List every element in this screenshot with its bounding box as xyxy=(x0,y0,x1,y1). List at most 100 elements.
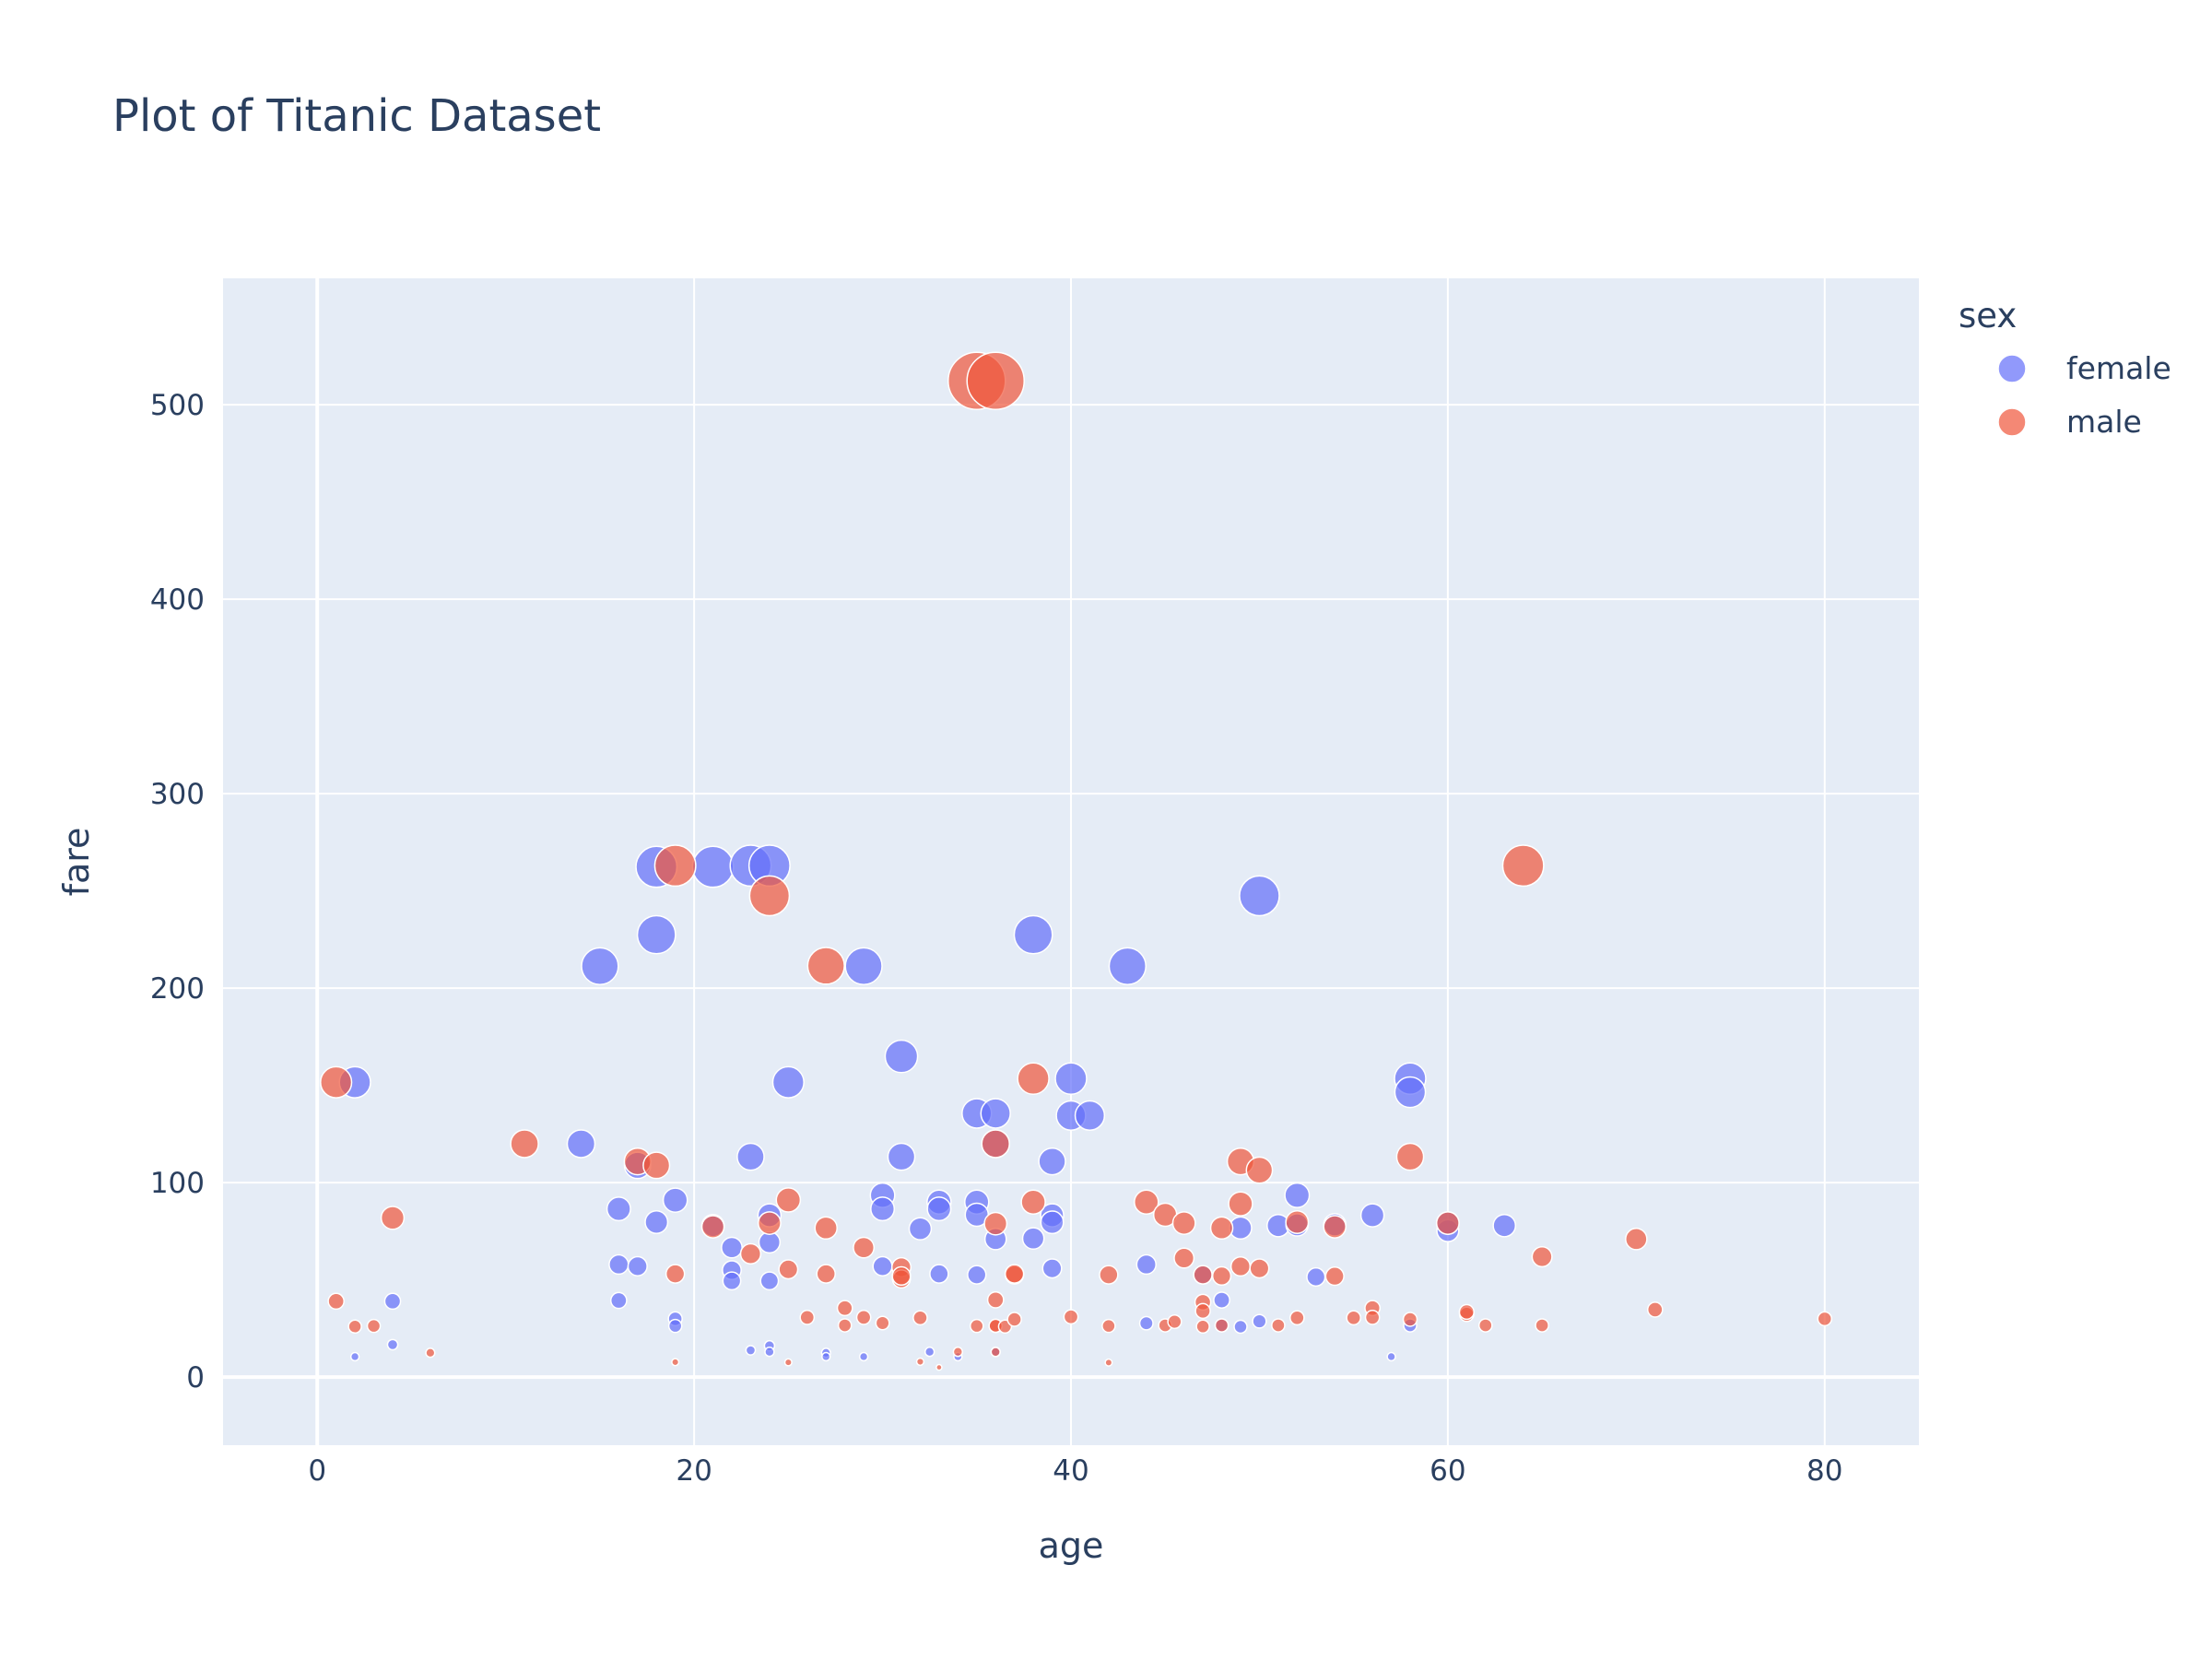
data-point-male xyxy=(1193,1265,1213,1285)
data-point-male xyxy=(952,1347,964,1358)
data-point-male xyxy=(1173,1247,1195,1269)
data-point-female xyxy=(1041,1258,1063,1279)
data-point-female xyxy=(722,1271,742,1291)
data-point-male xyxy=(1364,1310,1381,1325)
data-point-female xyxy=(1135,1253,1157,1276)
data-point-female xyxy=(870,1196,896,1222)
data-point-female xyxy=(1239,875,1280,917)
data-point-female xyxy=(908,1217,933,1241)
data-point-male xyxy=(642,1151,671,1180)
data-point-male xyxy=(1323,1215,1347,1239)
data-point-male xyxy=(1817,1311,1833,1327)
data-point-female xyxy=(662,1187,688,1213)
y-tick-label: 100 xyxy=(150,1167,205,1200)
data-point-male xyxy=(1134,1189,1159,1215)
data-point-male xyxy=(510,1129,539,1159)
data-point-male xyxy=(1402,1312,1418,1327)
data-point-male xyxy=(1625,1228,1648,1251)
data-point-female xyxy=(1138,1315,1154,1331)
data-point-male xyxy=(983,1211,1008,1236)
data-point-male xyxy=(1020,1189,1046,1215)
data-point-female xyxy=(926,1196,952,1222)
data-point-male xyxy=(1101,1318,1116,1334)
legend-title: sex xyxy=(1959,296,2017,335)
data-point-male xyxy=(875,1315,890,1331)
data-point-male xyxy=(1395,1142,1425,1171)
legend-item-female[interactable]: female xyxy=(1997,350,2171,386)
data-point-male xyxy=(1004,1264,1025,1284)
legend-item-male[interactable]: male xyxy=(1997,404,2142,440)
data-point-female xyxy=(1040,1210,1065,1235)
data-point-female xyxy=(771,1065,805,1099)
data-point-female xyxy=(1213,1291,1230,1309)
data-point-male xyxy=(1249,1258,1270,1279)
data-point-male xyxy=(1099,1265,1119,1285)
data-point-female xyxy=(691,845,735,888)
data-point-male xyxy=(1477,1318,1493,1333)
data-point-male xyxy=(778,1259,799,1280)
data-point-male xyxy=(665,1264,686,1284)
data-point-female xyxy=(924,1347,935,1358)
data-point-male xyxy=(1285,1210,1310,1234)
data-point-male xyxy=(1171,1211,1196,1235)
data-point-male xyxy=(1104,1358,1113,1367)
data-point-female xyxy=(967,1265,987,1285)
data-point-male xyxy=(1228,1191,1253,1217)
data-point-female xyxy=(887,1142,916,1171)
data-point-male xyxy=(1324,1266,1345,1287)
data-point-male xyxy=(1435,1211,1460,1235)
x-tick-label: 80 xyxy=(1806,1454,1842,1488)
data-point-female xyxy=(566,1129,596,1159)
data-point-male xyxy=(837,1318,853,1333)
data-point-female xyxy=(844,947,883,985)
data-point-male xyxy=(425,1347,436,1359)
x-tick-label: 60 xyxy=(1430,1454,1465,1488)
y-tick-label: 500 xyxy=(150,389,205,422)
data-point-female xyxy=(636,914,677,955)
data-point-male xyxy=(1209,1216,1234,1241)
data-point-male xyxy=(891,1265,912,1287)
data-point-male xyxy=(1063,1309,1079,1325)
data-point-male xyxy=(1195,1319,1210,1335)
data-point-female xyxy=(644,1210,669,1234)
y-tick-label: 0 xyxy=(186,1361,205,1394)
data-point-female xyxy=(745,1345,757,1356)
data-point-female xyxy=(609,1291,628,1310)
data-point-female xyxy=(1038,1147,1066,1176)
data-point-female xyxy=(1021,1227,1045,1251)
data-point-female xyxy=(1306,1266,1326,1288)
data-point-female xyxy=(884,1039,919,1074)
data-point-female xyxy=(1252,1313,1267,1329)
data-point-male xyxy=(966,351,1025,410)
data-point-female xyxy=(1284,1182,1311,1208)
data-point-male xyxy=(1194,1302,1211,1320)
x-axis-title: age xyxy=(1039,1525,1104,1566)
data-point-female xyxy=(1054,1062,1088,1095)
data-point-female xyxy=(980,1098,1011,1129)
data-point-female xyxy=(349,1351,360,1362)
data-point-female xyxy=(581,947,619,985)
legend[interactable]: sex female male xyxy=(1959,296,2171,440)
data-point-male xyxy=(799,1310,816,1325)
data-point-female xyxy=(386,1338,399,1351)
data-point-female xyxy=(821,1351,831,1362)
data-point-male xyxy=(1289,1310,1305,1326)
data-point-female xyxy=(608,1253,629,1276)
data-point-male xyxy=(814,1216,838,1241)
data-points xyxy=(320,351,1833,1371)
data-point-female xyxy=(1359,1203,1385,1228)
data-point-male xyxy=(1531,1246,1553,1268)
data-point-female xyxy=(606,1196,631,1222)
data-point-male xyxy=(748,875,791,917)
data-point-male xyxy=(1017,1062,1050,1095)
data-point-female xyxy=(1492,1213,1517,1238)
data-point-male xyxy=(671,1358,680,1367)
data-point-male xyxy=(320,1065,353,1099)
data-point-female xyxy=(721,1236,743,1259)
y-axis-title: fare xyxy=(56,828,97,897)
tick-labels: 0 20 40 60 80 0 100 200 300 400 500 xyxy=(150,389,1843,1488)
data-point-female xyxy=(627,1255,648,1277)
data-point-male xyxy=(986,1291,1005,1309)
data-point-male xyxy=(380,1206,406,1230)
